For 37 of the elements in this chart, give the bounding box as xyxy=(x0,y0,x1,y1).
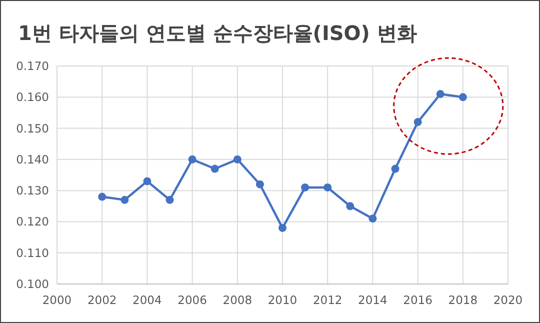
point xyxy=(166,196,174,204)
x-tick-label: 2020 xyxy=(493,293,523,307)
point xyxy=(301,183,310,192)
point xyxy=(436,90,444,98)
y-tick-label: 0.130 xyxy=(16,184,49,198)
x-tick-label: 2018 xyxy=(448,293,478,307)
y-tick-label: 0.120 xyxy=(16,214,49,229)
point xyxy=(120,196,129,204)
x-tick-label: 2016 xyxy=(403,293,432,307)
y-tick-label: 0.140 xyxy=(16,152,49,166)
chart-title: 1번 타자들의 연도별 순수장타율(ISO) 변화 xyxy=(18,21,417,45)
x-tick-label: 2008 xyxy=(222,293,252,307)
point xyxy=(324,183,332,192)
x-tick-label: 2000 xyxy=(42,293,72,307)
point xyxy=(458,93,467,102)
point xyxy=(368,214,377,223)
point xyxy=(98,192,106,201)
x-tick-label: 2002 xyxy=(87,293,117,307)
y-tick-label: 0.170 xyxy=(16,59,49,73)
x-tick-label: 2012 xyxy=(312,293,342,307)
point xyxy=(210,164,219,173)
point xyxy=(256,180,264,188)
point xyxy=(414,118,422,126)
y-tick-label: 0.150 xyxy=(16,121,49,136)
point xyxy=(346,202,354,210)
x-tick-label: 2004 xyxy=(132,293,162,307)
y-tick-label: 0.100 xyxy=(16,277,49,291)
y-tick-label: 0.160 xyxy=(16,90,49,104)
point xyxy=(188,155,196,164)
point xyxy=(143,177,152,186)
y-tick-label: 0.110 xyxy=(16,246,49,260)
x-tick-label: 2006 xyxy=(178,293,207,307)
point xyxy=(233,155,242,164)
x-tick-label: 2010 xyxy=(268,293,298,307)
point xyxy=(278,224,286,232)
point xyxy=(391,164,400,173)
x-tick-label: 2014 xyxy=(358,293,388,307)
